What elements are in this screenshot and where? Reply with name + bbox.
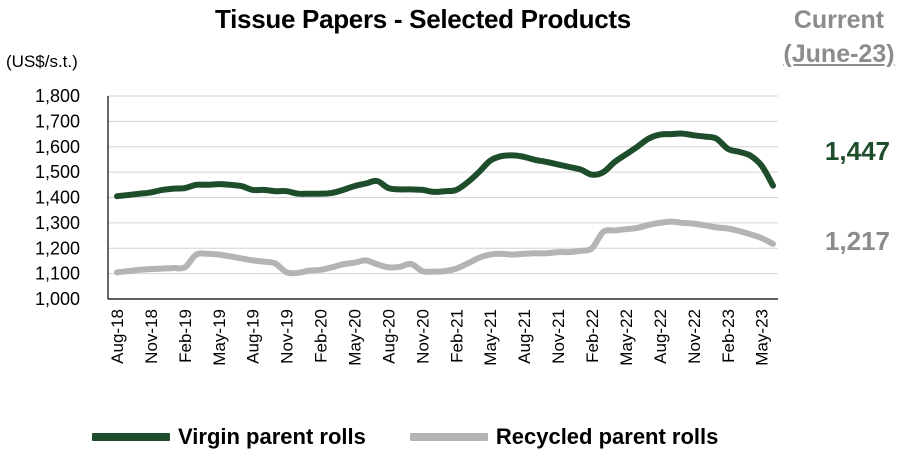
x-tick-label: Nov-22 <box>685 309 704 364</box>
x-tick-label: May-20 <box>346 309 365 366</box>
current-period: (June-23) <box>783 39 895 68</box>
chart-title: Tissue Papers - Selected Products <box>215 4 631 34</box>
x-tick-label: May-19 <box>210 309 229 366</box>
y-axis: 1,000 1,100 1,200 1,300 1,400 1,500 1,600 1,700… <box>35 86 109 309</box>
legend-item-recycled: Recycled parent rolls <box>409 424 719 450</box>
x-tick-label: May-22 <box>617 309 636 366</box>
series-line-recycled <box>114 218 776 277</box>
y-tick-label: 1,200 <box>35 238 80 258</box>
x-tick-label: Nov-21 <box>549 309 568 364</box>
series-lines <box>114 130 776 277</box>
x-tick-label: Feb-23 <box>719 309 738 363</box>
y-tick-label: 1,400 <box>35 188 80 208</box>
y-tick-label: 1,800 <box>35 86 80 106</box>
y-tick-label: 1,500 <box>35 162 80 182</box>
series-line-virgin <box>114 130 776 200</box>
current-value-virgin: 1,447 <box>824 136 890 166</box>
x-tick-label: May-21 <box>481 309 500 366</box>
gridlines <box>108 95 778 275</box>
current-heading: Current <box>793 6 885 34</box>
y-tick-label: 1,100 <box>35 264 80 284</box>
y-tick-label: 1,300 <box>35 213 80 233</box>
legend-item-virgin: Virgin parent rolls <box>92 424 366 450</box>
x-tick-label: Feb-20 <box>312 309 331 363</box>
x-tick-label: Feb-21 <box>447 309 466 363</box>
x-tick-label: Aug-18 <box>108 309 127 364</box>
x-tick-label: Feb-19 <box>176 309 195 363</box>
legend-label-virgin: Virgin parent rolls <box>178 424 366 449</box>
x-tick-label: Nov-19 <box>278 309 297 364</box>
legend: Virgin parent rolls Recycled parent roll… <box>92 424 762 450</box>
y-tick-label: 1,700 <box>35 111 80 131</box>
legend-swatch-recycled <box>409 433 488 441</box>
x-tick-label: May-23 <box>753 309 772 366</box>
current-value-recycled: 1,217 <box>824 226 890 256</box>
x-tick-label: Aug-19 <box>244 309 263 364</box>
x-axis: Aug-18 Nov-18 Feb-19 May-19 Aug-19 Nov-19 Feb-… <box>108 298 778 366</box>
legend-swatch-virgin <box>92 433 170 441</box>
legend-label-recycled: Recycled parent rolls <box>495 424 719 449</box>
x-tick-label: Nov-20 <box>413 309 432 364</box>
x-tick-label: Nov-18 <box>142 309 161 364</box>
x-tick-label: Feb-22 <box>583 309 602 363</box>
x-tick-label: Aug-21 <box>515 309 534 364</box>
x-tick-label: Aug-20 <box>379 309 398 364</box>
current-period-label: Current (June-23) <box>774 4 904 72</box>
x-tick-label: Aug-22 <box>651 309 670 364</box>
y-tick-label: 1,600 <box>35 137 80 157</box>
y-tick-label: 1,000 <box>35 289 80 309</box>
y-axis-unit-label: (US$/s.t.) <box>6 52 78 71</box>
